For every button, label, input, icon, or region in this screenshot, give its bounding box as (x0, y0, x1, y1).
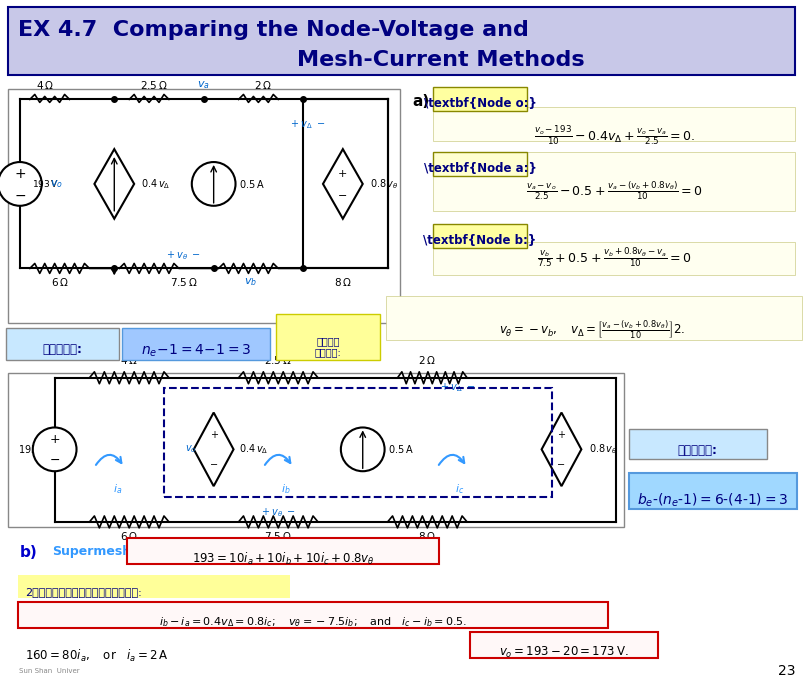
Text: $v_a$: $v_a$ (197, 80, 210, 91)
Text: $\frac{v_b}{7.5} + 0.5 + \frac{v_b + 0.8v_{\theta} - v_a}{10} = 0$: $\frac{v_b}{7.5} + 0.5 + \frac{v_b + 0.8… (537, 247, 692, 270)
FancyBboxPatch shape (470, 632, 658, 658)
Text: $v_b$: $v_b$ (244, 276, 257, 288)
Text: −: − (339, 191, 347, 201)
Text: $193 = 10i_a + 10i_b + 10i_c + 0.8v_{\theta}$: $193 = 10i_a + 10i_b + 10i_c + 0.8v_{\th… (191, 551, 375, 567)
Text: 23: 23 (777, 664, 795, 678)
Text: +: + (339, 169, 347, 179)
Text: $i_a$: $i_a$ (112, 482, 122, 496)
FancyBboxPatch shape (629, 430, 768, 459)
Text: $2\,\Omega$: $2\,\Omega$ (255, 80, 272, 91)
Circle shape (191, 162, 235, 206)
Text: EX 4.7  Comparing the Node-Voltage and: EX 4.7 Comparing the Node-Voltage and (18, 20, 528, 40)
Text: $+\;v_\theta\;-$: $+\;v_\theta\;-$ (166, 249, 201, 262)
Text: $193\,\mathrm{V}$: $193\,\mathrm{V}$ (32, 178, 58, 189)
Text: \textbf{Node b:}: \textbf{Node b:} (423, 234, 537, 247)
Text: \textbf{Node a:}: \textbf{Node a:} (423, 162, 537, 175)
Text: 節點電壓法:: 節點電壓法: (43, 343, 82, 356)
Text: $2.5\,\Omega$: $2.5\,\Omega$ (264, 354, 292, 366)
Text: $i_c$: $i_c$ (456, 482, 465, 496)
Text: $193\,\mathrm{V}$: $193\,\mathrm{V}$ (18, 443, 47, 456)
Polygon shape (323, 149, 363, 219)
FancyBboxPatch shape (629, 473, 797, 509)
Text: $b_e\text{-}(n_e\text{-}1) = 6\text{-}(4\text{-}1) = 3$: $b_e\text{-}(n_e\text{-}1) = 6\text{-}(4… (637, 491, 788, 509)
Text: $6\,\Omega$: $6\,\Omega$ (120, 530, 138, 542)
Bar (164, 387, 552, 497)
Text: $160 = 80i_a, \quad\text{or}\quad i_a = 2\,\mathrm{A}$: $160 = 80i_a, \quad\text{or}\quad i_a = … (25, 648, 169, 664)
Text: $8\,\Omega$: $8\,\Omega$ (419, 530, 436, 542)
Text: b): b) (20, 545, 38, 560)
FancyBboxPatch shape (433, 223, 527, 247)
FancyBboxPatch shape (433, 242, 795, 275)
Text: +: + (558, 430, 566, 441)
Text: $8\,\Omega$: $8\,\Omega$ (334, 276, 351, 288)
Circle shape (33, 428, 77, 471)
Text: $7.5\,\Omega$: $7.5\,\Omega$ (170, 276, 198, 288)
Text: $0.8\,v_\theta$: $0.8\,v_\theta$ (370, 177, 398, 191)
FancyBboxPatch shape (433, 152, 795, 210)
Text: $i_b$: $i_b$ (281, 482, 291, 496)
Text: −: − (49, 454, 60, 466)
FancyBboxPatch shape (18, 603, 608, 629)
Text: 相依電源
控制變數:: 相依電源 控制變數: (314, 336, 341, 358)
Text: −: − (209, 460, 217, 471)
Text: $v_o$: $v_o$ (49, 178, 63, 190)
Text: $7.5\,\Omega$: $7.5\,\Omega$ (264, 530, 292, 542)
FancyBboxPatch shape (8, 89, 401, 323)
Text: $+\;v_\theta\;-$: $+\;v_\theta\;-$ (261, 506, 296, 519)
Text: $6\,\Omega$: $6\,\Omega$ (51, 276, 69, 288)
FancyBboxPatch shape (6, 328, 120, 360)
Text: $v_o = 193 - 20 = 173\,\mathrm{V}.$: $v_o = 193 - 20 = 173\,\mathrm{V}.$ (499, 645, 629, 661)
Text: $0.5\,\mathrm{A}$: $0.5\,\mathrm{A}$ (388, 443, 413, 456)
Text: \textbf{Node o:}: \textbf{Node o:} (423, 97, 537, 110)
Text: +: + (49, 433, 60, 446)
Text: 2個電流源限制式與相依電源控制變數:: 2個電流源限制式與相依電源控制變數: (25, 586, 141, 597)
Text: −: − (14, 189, 26, 203)
Text: $i_b - i_a = 0.4v_{\Delta} = 0.8i_c;\quad v_{\theta} = -7.5i_b;\quad\text{and}\q: $i_b - i_a = 0.4v_{\Delta} = 0.8i_c;\qua… (159, 616, 467, 629)
FancyBboxPatch shape (433, 108, 795, 141)
Text: $0.4\,v_\Delta$: $0.4\,v_\Delta$ (238, 443, 268, 456)
Text: +: + (14, 167, 26, 181)
Text: $\frac{v_a - v_o}{2.5} - 0.5 + \frac{v_a - (v_b + 0.8v_{\theta})}{10} = 0$: $\frac{v_a - v_o}{2.5} - 0.5 + \frac{v_a… (526, 179, 703, 202)
FancyBboxPatch shape (433, 152, 527, 176)
Text: $v_{\theta} = -v_b, \quad v_{\Delta} = \left[\frac{v_a - (v_b + 0.8v_{\theta})}{: $v_{\theta} = -v_b, \quad v_{\Delta} = \… (499, 318, 685, 340)
FancyBboxPatch shape (127, 538, 440, 564)
FancyBboxPatch shape (276, 314, 380, 360)
Text: $0.5\,\mathrm{A}$: $0.5\,\mathrm{A}$ (238, 178, 264, 190)
Text: $+\;v_\Delta\;-$: $+\;v_\Delta\;-$ (440, 381, 475, 394)
Text: $4\,\Omega$: $4\,\Omega$ (120, 354, 138, 366)
Text: +: + (209, 430, 217, 441)
FancyBboxPatch shape (385, 296, 802, 340)
Text: $\frac{v_o - 193}{10} - 0.4v_{\Delta} + \frac{v_o - v_a}{2.5} = 0.$: $\frac{v_o - 193}{10} - 0.4v_{\Delta} + … (533, 124, 695, 148)
Text: $2.5\,\Omega$: $2.5\,\Omega$ (141, 80, 168, 91)
Text: $4\,\Omega$: $4\,\Omega$ (36, 80, 53, 91)
FancyBboxPatch shape (8, 373, 624, 527)
Text: $n_e\!-\!1 = 4\!-\!1 = 3$: $n_e\!-\!1 = 4\!-\!1 = 3$ (141, 343, 251, 360)
Text: $2\,\Omega$: $2\,\Omega$ (419, 354, 436, 366)
Polygon shape (194, 413, 234, 486)
FancyBboxPatch shape (433, 87, 527, 112)
Polygon shape (541, 413, 582, 486)
Text: $0.4\,v_\Delta$: $0.4\,v_\Delta$ (141, 177, 170, 191)
Text: Mesh-Current Methods: Mesh-Current Methods (297, 50, 585, 69)
FancyBboxPatch shape (122, 328, 271, 360)
Text: −: − (558, 460, 566, 471)
FancyBboxPatch shape (8, 7, 795, 74)
FancyBboxPatch shape (18, 575, 290, 599)
Text: a): a) (412, 95, 430, 110)
Circle shape (341, 428, 385, 471)
Text: $+\;v_\Delta\;-$: $+\;v_\Delta\;-$ (290, 118, 326, 131)
Text: Supermesh:: Supermesh: (52, 545, 136, 558)
Polygon shape (95, 149, 134, 219)
Text: $v_o$: $v_o$ (185, 443, 197, 456)
Text: Sun Shan  Univer: Sun Shan Univer (19, 668, 80, 674)
Text: 網目電流法:: 網目電流法: (678, 445, 718, 458)
Text: $0.8\,v_\theta$: $0.8\,v_\theta$ (589, 443, 618, 456)
Circle shape (0, 162, 42, 206)
